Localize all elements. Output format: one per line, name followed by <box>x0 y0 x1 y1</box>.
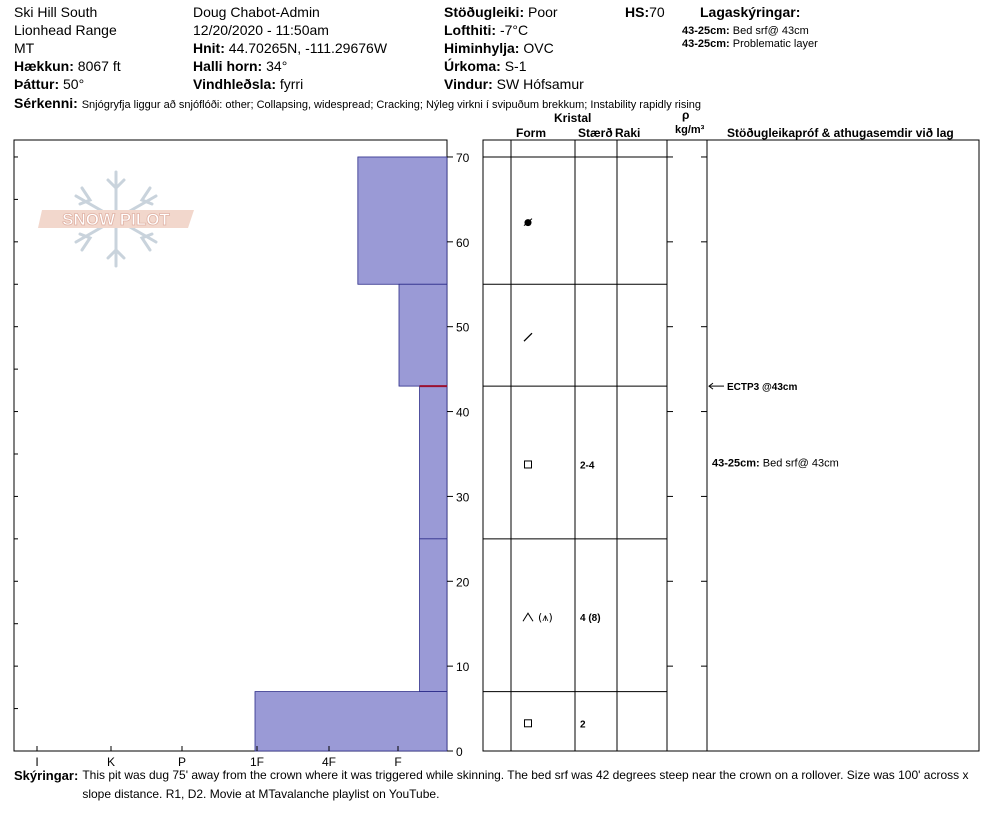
precip: Úrkoma: S-1 <box>444 58 526 75</box>
y-tick-label: 40 <box>456 406 470 420</box>
snowpilot-logo: SNOW PILOT <box>38 170 194 268</box>
aspect: Þáttur: 50° <box>14 76 84 93</box>
rounded-facet-slash <box>523 218 533 226</box>
faceted-icon <box>524 460 532 469</box>
location: Ski Hill South <box>14 4 98 20</box>
layer-comment-key: 43-25cm: <box>712 457 763 469</box>
legend-item: 43-25cm: Bed srf@ 43cm <box>682 25 809 38</box>
logo-text: SNOW PILOT <box>62 210 170 229</box>
aspect-value: 50° <box>63 76 85 92</box>
legend-text: Bed srf@ 43cm <box>732 25 809 37</box>
stability-label: Stöðugleiki: <box>444 4 525 20</box>
wind-loading-label: Vindhleðsla: <box>193 76 276 92</box>
hs-label: HS: <box>625 4 650 20</box>
wind: Vindur: SW Hófsamur <box>444 76 584 93</box>
y-tick-label: 70 <box>456 151 470 165</box>
elevation: Hækkun: 8067 ft <box>14 58 121 75</box>
test-arrow-head <box>708 382 714 390</box>
y-tick-label: 30 <box>456 490 470 504</box>
size-header: Stærð <box>578 126 613 140</box>
hardness-bar <box>419 538 448 692</box>
stability-value: Poor <box>528 4 558 20</box>
air-temp: Lofthiti: -7°C <box>444 22 528 39</box>
tests-header: Stöðugleikapróf & athugasemdir við lag <box>727 126 954 140</box>
layer-comment-text: Bed srf@ 43cm <box>763 457 839 469</box>
crystal-size-label: 4 (8) <box>580 613 601 624</box>
aspect-label: Þáttur: <box>14 76 60 92</box>
wind-loading: Vindhleðsla: fyrri <box>193 76 303 93</box>
features: Sérkenni: Snjógryfja liggur að snjóflóði… <box>14 95 701 112</box>
hardness-bar <box>419 385 448 540</box>
hardness-bar <box>357 156 448 285</box>
sky: Himinhylja: OVC <box>444 40 554 57</box>
hs: HS:70 <box>625 4 665 21</box>
x-tick-label: 1F <box>250 755 264 769</box>
features-value: Snjógryfja liggur að snjóflóði: other; C… <box>81 99 702 111</box>
legend-text: Problematic layer <box>732 38 818 50</box>
crystal-header: Kristal <box>554 111 592 125</box>
wind-value: SW Hófsamur <box>496 76 584 92</box>
legend-key: 43-25cm: <box>682 38 730 50</box>
hardness-bar <box>254 691 448 752</box>
x-tick-label: 4F <box>322 755 336 769</box>
state: MT <box>14 40 35 56</box>
coords-label: Hnit: <box>193 40 225 56</box>
y-tick-label: 10 <box>456 660 470 674</box>
faceted-icon <box>524 719 532 728</box>
y-tick-label: 20 <box>456 575 470 589</box>
legend-title: Lagaskýringar: <box>700 4 801 20</box>
comments: Skýringar: This pit was dug 75' away from… <box>14 766 994 804</box>
x-tick-label: F <box>394 755 401 769</box>
hs-value: 70 <box>649 4 665 20</box>
datetime: 12/20/2020 - 11:50am <box>193 22 329 38</box>
elevation-value: 8067 ft <box>77 58 121 74</box>
sky-value: OVC <box>523 40 554 56</box>
y-tick-label: 60 <box>456 236 470 250</box>
coords-value: 44.70265N, -111.29676W <box>228 40 388 56</box>
y-tick-label: 50 <box>456 321 470 335</box>
crystal-size-label: 2 <box>580 719 586 730</box>
range: Lionhead Range <box>14 22 117 38</box>
comments-label: Skýringar: <box>14 768 79 783</box>
features-label: Sérkenni: <box>14 95 78 111</box>
hardness-bar <box>398 283 448 387</box>
slope-label: Halli horn: <box>193 58 263 74</box>
stability-test-label: ECTP3 @43cm <box>727 382 797 393</box>
wind-label: Vindur: <box>444 76 493 92</box>
legend-key: 43-25cm: <box>682 25 730 37</box>
logo-banner <box>38 210 194 228</box>
crystal-table-frame <box>482 139 980 752</box>
precip-label: Úrkoma: <box>444 58 501 74</box>
wind-loading-value: fyrri <box>279 76 304 92</box>
slope-value: 34° <box>266 58 288 74</box>
elevation-label: Hækkun: <box>14 58 74 74</box>
depth-hoar-icon <box>522 612 534 622</box>
comments-text: This pit was dug 75' away from the crown… <box>82 768 969 801</box>
legend-item: 43-25cm: Problematic layer <box>682 38 818 51</box>
y-tick-label: 0 <box>456 745 463 759</box>
precip-value: S-1 <box>504 58 527 74</box>
depth-hoar-secondary-label: (⩚) <box>538 611 553 624</box>
decomposing-icon <box>523 332 533 342</box>
layer-comment: 43-25cm: Bed srf@ 43cm <box>712 457 839 469</box>
x-tick-label: K <box>107 755 115 769</box>
coords: Hnit: 44.70265N, -111.29676W <box>193 40 387 57</box>
slope: Halli horn: 34° <box>193 58 287 75</box>
moisture-header: Raki <box>615 126 641 140</box>
form-header: Form <box>516 126 546 140</box>
density-unit-header: kg/m³ <box>675 124 705 136</box>
sky-label: Himinhylja: <box>444 40 520 56</box>
air-temp-value: -7°C <box>499 22 529 38</box>
x-tick-label: I <box>35 755 38 769</box>
stability: Stöðugleiki: Poor <box>444 4 558 21</box>
air-temp-label: Lofthiti: <box>444 22 497 38</box>
rho-header: ρ <box>682 108 690 122</box>
crystal-size-label: 2-4 <box>580 460 595 471</box>
observer: Doug Chabot-Admin <box>193 4 320 20</box>
x-tick-label: P <box>178 755 186 769</box>
